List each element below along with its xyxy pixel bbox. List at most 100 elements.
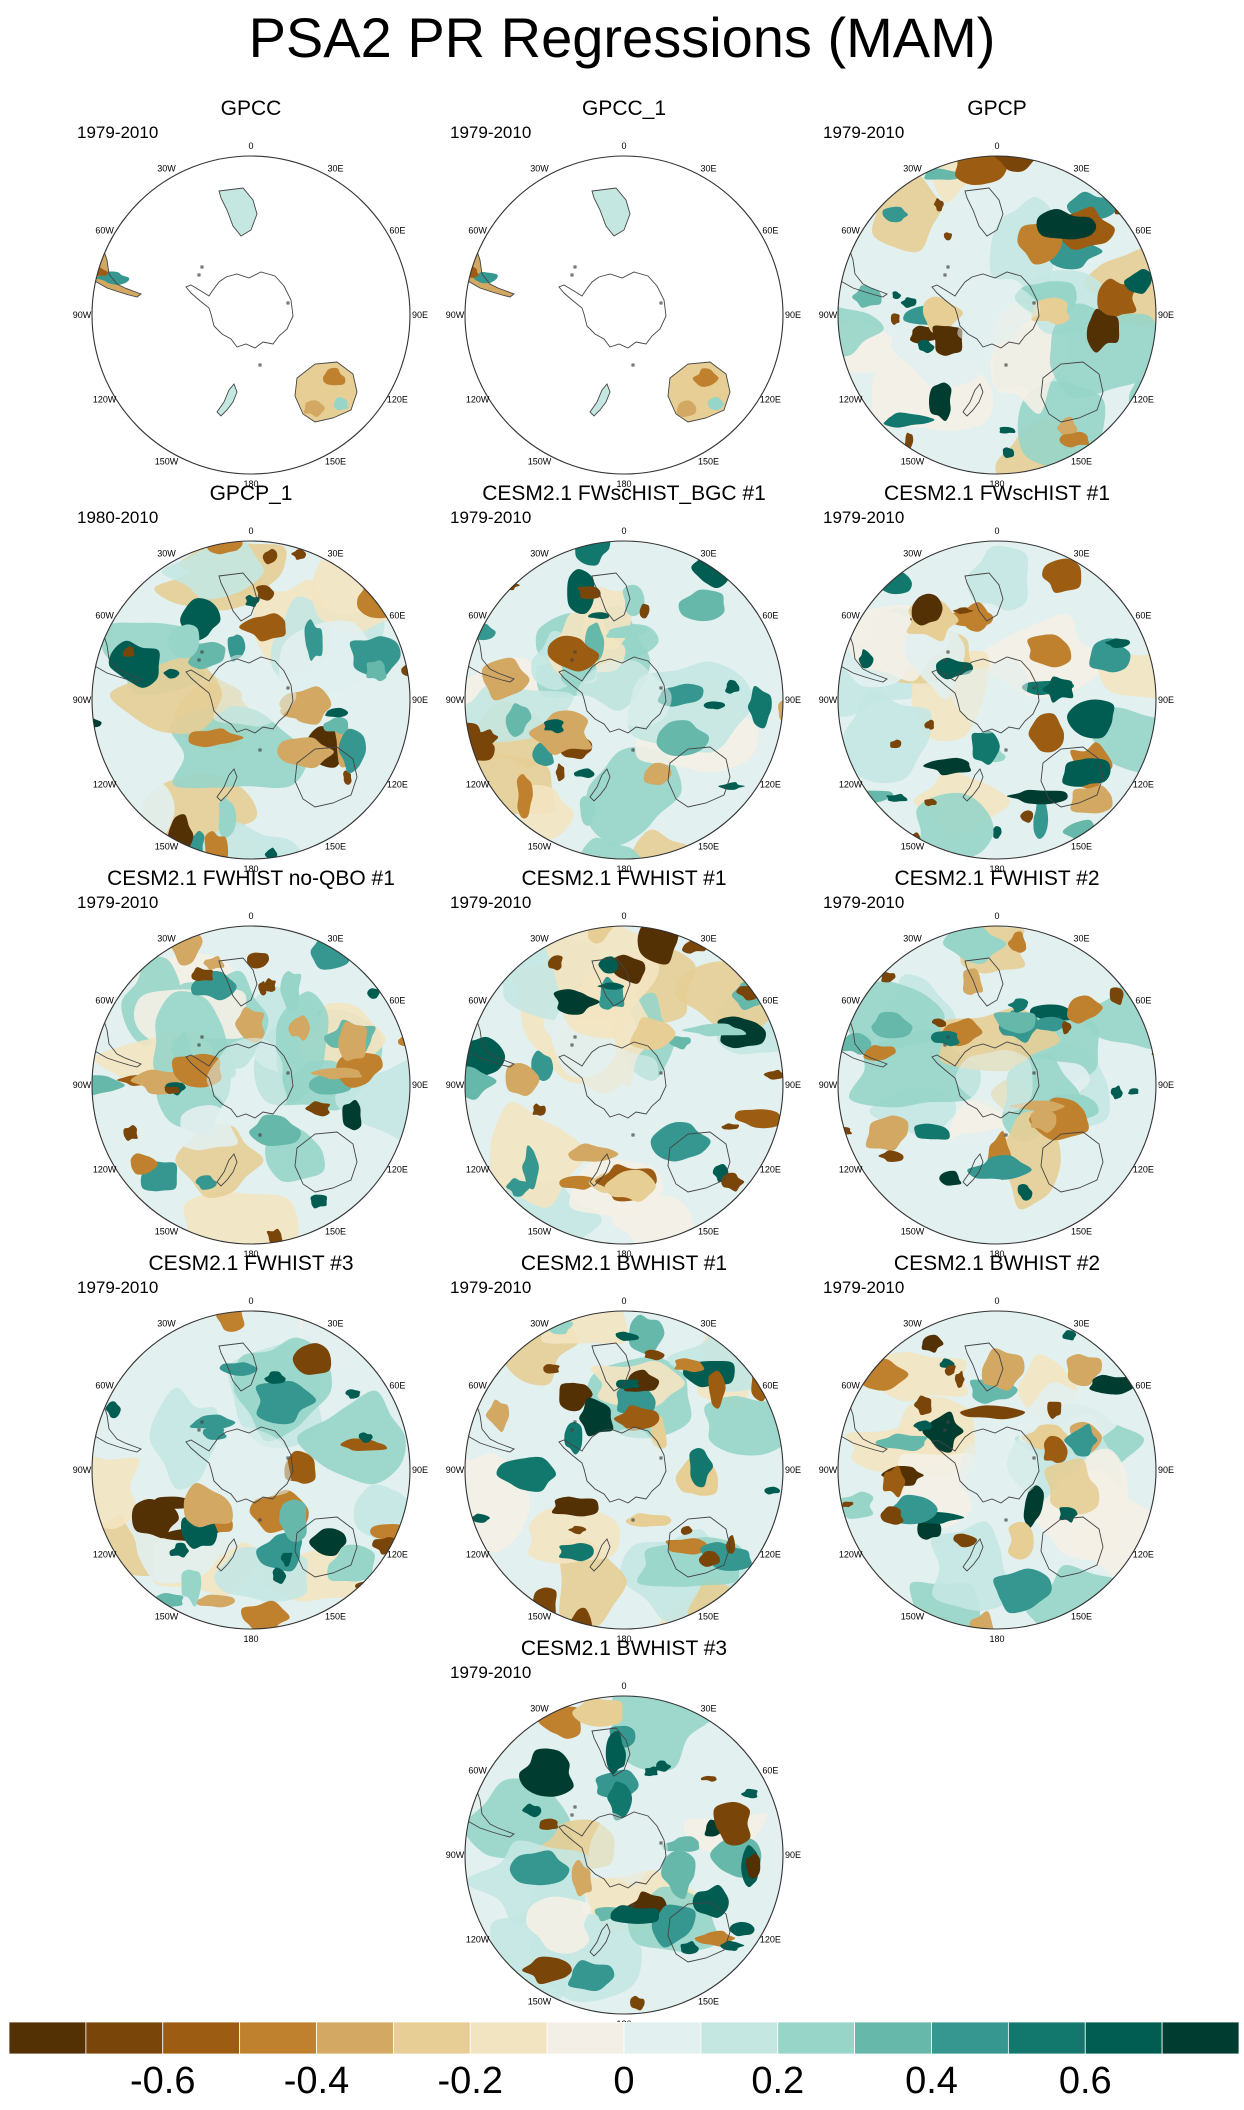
map-border [91,925,411,1245]
longitude-label: 60W [841,611,860,621]
colorbar-label: 0.4 [905,2060,958,2102]
longitude-label: 90W [446,695,465,705]
longitude-label: 120E [1133,395,1154,405]
longitude-label: 60E [1135,996,1151,1006]
regression-field [465,1311,783,1629]
regression-field [465,1696,783,2014]
panel-period: 1979-2010 [77,123,159,142]
longitude-label: 150W [528,1226,552,1236]
longitude-label: 120E [760,780,781,790]
longitude-label: 60E [389,1381,405,1391]
longitude-label: 60E [1135,611,1151,621]
panel-title: GPCC [220,97,282,120]
longitude-label: 30E [700,1319,716,1329]
polar-map: 0 30E 60E 90E 120E 150E 180 150W 120W 90W 60W 30W [73,526,428,874]
longitude-label: 90E [1158,310,1174,320]
longitude-label: 30E [327,934,343,944]
map-panel: CESM2.1 BWHIST #1 1979-2010 0 30E 60E 90E 12… [424,1251,824,1644]
longitude-label: 30W [530,934,549,944]
longitude-label: 0 [248,141,253,151]
longitude-label: 150E [325,841,346,851]
longitude-label: 30E [327,164,343,174]
longitude-label: 180 [616,1249,631,1259]
panel-title: CESM2.1 FWHIST #1 [521,867,727,890]
longitude-label: 120E [387,1165,408,1175]
longitude-label: 150E [698,1611,719,1621]
polar-map: 0 30E 60E 90E 120E 150E 180 150W 120W 90W 60W 30W [73,1296,428,1644]
longitude-label: 180 [989,1249,1004,1259]
longitude-label: 150W [901,1226,925,1236]
map-panel: CESM2.1 FWHIST no-QBO #1 1979-2010 0 30E 6… [51,866,451,1259]
map-panel: CESM2.1 FWHIST #3 1979-2010 0 30E 60E 90E 12… [51,1251,451,1644]
panel-period: 1979-2010 [450,1663,532,1682]
longitude-label: 30W [903,934,922,944]
longitude-label: 0 [994,141,999,151]
longitude-label: 120E [1133,1165,1154,1175]
longitude-label: 180 [616,1634,631,1644]
longitude-label: 30E [700,934,716,944]
longitude-label: 90W [819,310,838,320]
longitude-label: 180 [243,1634,258,1644]
longitude-label: 120E [1133,780,1154,790]
colorbar-swatch [1161,2022,1239,2054]
map-panel: CESM2.1 FWscHIST_BGC #1 1979-2010 0 30E 60… [424,481,824,874]
colorbar-swatches [9,2022,1239,2054]
longitude-label: 120E [760,1935,781,1945]
longitude-label: 150W [155,841,179,851]
longitude-label: 120W [93,395,117,405]
colorbar-swatch [1084,2022,1163,2054]
longitude-label: 60E [1135,226,1151,236]
panel-period: 1979-2010 [450,893,532,912]
colorbar-swatch [546,2022,625,2054]
longitude-label: 120W [466,1550,490,1560]
longitude-label: 90W [73,1080,92,1090]
longitude-label: 30E [1073,1319,1089,1329]
colorbar-label: -0.6 [130,2060,196,2102]
longitude-label: 30W [530,164,549,174]
longitude-label: 150W [901,1611,925,1621]
panel-title: GPCP_1 [209,482,293,505]
colorbar-label: 0.2 [751,2060,805,2102]
longitude-label: 120W [93,780,117,790]
longitude-label: 90W [819,1080,838,1090]
longitude-label: 180 [243,1249,258,1259]
map-border [837,540,1157,860]
longitude-label: 0 [994,526,999,536]
longitude-label: 150W [155,1226,179,1236]
longitude-label: 90E [785,1465,801,1475]
longitude-label: 90W [446,310,465,320]
longitude-label: 150E [325,1611,346,1621]
longitude-label: 90W [446,1850,465,1860]
regression-field [92,541,410,859]
longitude-label: 60W [468,996,487,1006]
longitude-label: 120W [466,780,490,790]
panel-title: CESM2.1 FWscHIST #1 [884,482,1110,505]
longitude-label: 90E [412,310,428,320]
longitude-label: 30W [157,549,176,559]
colorbar-swatch [623,2022,702,2054]
longitude-label: 90W [819,695,838,705]
colorbar-swatch [1007,2022,1086,2054]
longitude-label: 90E [785,695,801,705]
map-panel: GPCC_1 1979-2010 0 30E 60E 90E 120E 150E 180 15… [424,96,824,489]
panel-title: CESM2.1 FWHIST no-QBO #1 [107,867,395,890]
longitude-label: 60E [1135,1381,1151,1391]
longitude-label: 150E [698,456,719,466]
longitude-label: 30E [327,549,343,559]
longitude-label: 180 [616,479,631,489]
longitude-label: 30W [903,549,922,559]
panel-title: CESM2.1 BWHIST #1 [520,1252,728,1275]
longitude-label: 30E [327,1319,343,1329]
longitude-label: 90E [1158,1080,1174,1090]
longitude-label: 60W [95,996,114,1006]
longitude-label: 0 [621,141,626,151]
map-border [464,925,784,1245]
coastlines [838,957,1104,1193]
longitude-label: 120E [387,780,408,790]
longitude-label: 120W [466,395,490,405]
panel-title: CESM2.1 FWHIST #3 [148,1252,354,1275]
longitude-label: 90E [785,310,801,320]
colorbar-swatch [316,2022,394,2054]
longitude-label: 150W [528,456,552,466]
longitude-label: 0 [621,1681,626,1691]
